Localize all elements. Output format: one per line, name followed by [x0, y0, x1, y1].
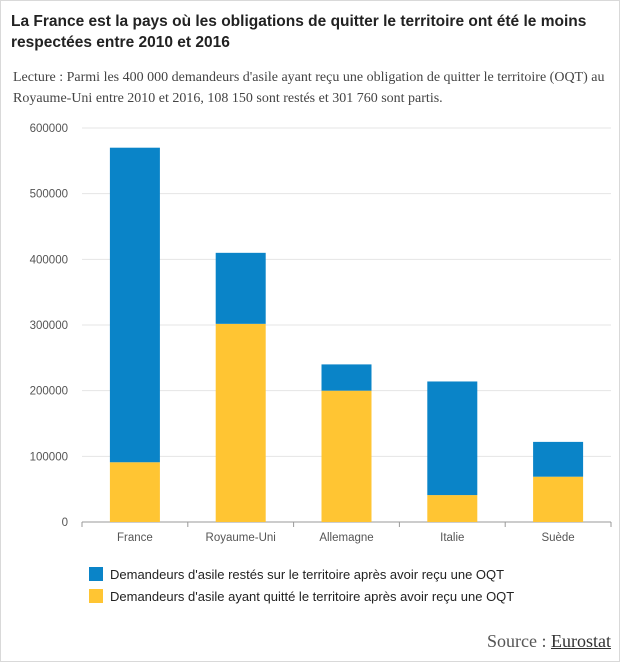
- bar-left-italie[interactable]: [427, 495, 478, 522]
- bar-stayed-italie[interactable]: [427, 381, 478, 496]
- y-tick-label: 300000: [30, 320, 68, 332]
- chart-subtitle: Lecture : Parmi les 400 000 demandeurs d…: [13, 70, 605, 106]
- bar-left-allemagne[interactable]: [321, 390, 372, 522]
- legend-swatch-left: [89, 589, 103, 603]
- bar-left-france[interactable]: [109, 462, 160, 522]
- bar-chart: 0 100000 200000 300000 400000 500000 600000 Fr…: [30, 123, 612, 544]
- bar-stayed-royaume-uni[interactable]: [215, 252, 266, 324]
- bar-stayed-allemagne[interactable]: [321, 364, 372, 391]
- y-tick-label: 500000: [30, 189, 68, 201]
- legend-swatch-stayed: [89, 567, 103, 581]
- x-tick-label: Italie: [440, 532, 464, 544]
- x-tick-label: Royaume-Uni: [206, 532, 276, 544]
- legend-label-left: Demandeurs d'asile ayant quitté le terri…: [110, 588, 515, 604]
- bar-left-suède[interactable]: [533, 476, 584, 522]
- source-link[interactable]: Eurostat: [551, 631, 611, 651]
- y-tick-label: 200000: [30, 386, 68, 398]
- x-tick-label: Suède: [541, 532, 574, 544]
- legend-item-stayed: Demandeurs d'asile restés sur le territo…: [89, 563, 514, 585]
- bar-left-royaume-uni[interactable]: [215, 323, 266, 522]
- source-credit: Source : Eurostat: [487, 631, 611, 652]
- legend-item-left: Demandeurs d'asile ayant quitté le terri…: [89, 585, 514, 607]
- bar-stayed-suède[interactable]: [533, 441, 584, 477]
- y-tick-label: 0: [62, 517, 68, 529]
- y-tick-label: 400000: [30, 254, 68, 266]
- chart-title: La France est la pays où les obligations…: [11, 13, 587, 51]
- chart-legend: Demandeurs d'asile restés sur le territo…: [89, 563, 514, 607]
- source-prefix: Source :: [487, 631, 551, 651]
- y-tick-label: 100000: [30, 451, 68, 463]
- y-tick-label: 600000: [30, 123, 68, 135]
- bar-stayed-france[interactable]: [109, 147, 160, 463]
- legend-label-stayed: Demandeurs d'asile restés sur le territo…: [110, 566, 505, 582]
- x-tick-label: France: [117, 532, 153, 544]
- x-tick-label: Allemagne: [319, 532, 373, 544]
